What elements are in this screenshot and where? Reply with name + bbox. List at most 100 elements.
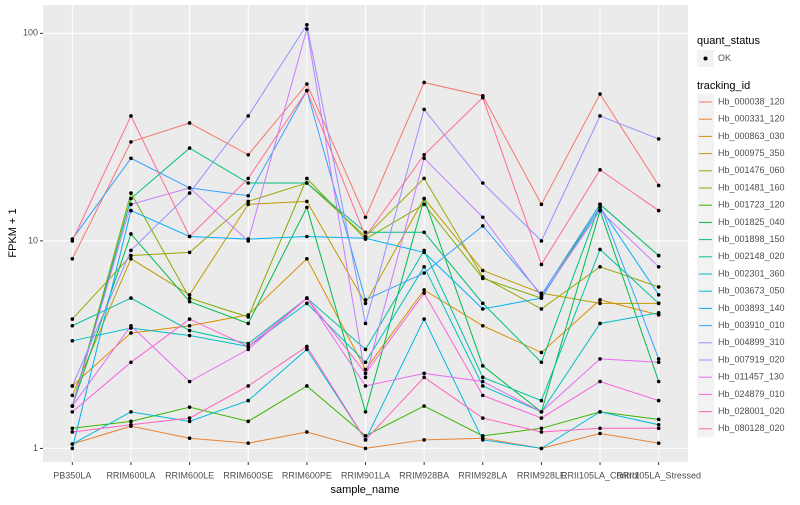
data-point [363,234,368,239]
legend-label: Hb_001723_120 [718,200,785,210]
data-point [656,292,661,297]
data-point [246,114,251,118]
data-point [539,239,544,243]
legend-label: OK [718,53,731,63]
legend-label: Hb_000975_350 [718,148,785,158]
data-point [363,230,368,235]
data-point [246,419,251,424]
data-point [129,323,133,328]
data-point [363,215,368,220]
y-tick-label: 1 [33,443,38,453]
data-point [187,416,192,420]
data-point [246,199,251,204]
legend-label: Hb_001476_060 [718,165,785,175]
x-tick-label: RRIM600LA [106,470,155,480]
data-point [539,350,544,355]
data-point [422,438,426,442]
data-point [598,298,602,302]
data-point [187,146,192,150]
data-point [305,199,309,204]
data-point [305,384,309,388]
data-point [129,331,133,335]
data-point [539,426,544,431]
data-point [363,375,368,380]
data-point [363,446,368,451]
legend-point [703,56,708,61]
data-point [480,224,485,228]
data-point [539,430,544,434]
data-point [129,140,133,144]
legend-label: Hb_001481_160 [718,182,785,192]
y-tick-label: 10 [28,235,38,245]
data-point [246,384,251,388]
legend-label: Hb_001898_150 [718,234,785,244]
data-point [187,333,192,338]
y-tick-label: 100 [23,28,38,38]
legend-label: Hb_002301_360 [718,268,785,278]
data-point [246,152,251,157]
data-point [305,88,309,93]
data-point [129,196,133,201]
data-point [129,208,133,213]
legend-label: Hb_001825_040 [718,217,785,227]
x-tick-label: RRIM600LE [165,470,214,480]
legend-title: quant_status [697,35,760,47]
data-point [129,114,133,118]
data-point [480,95,485,100]
x-tick-label: RRII105LA_Control [561,470,639,480]
data-point [129,156,133,161]
data-point [656,398,661,403]
data-point [422,196,426,201]
data-point [598,202,602,207]
data-point [656,357,661,361]
data-point [480,268,485,273]
data-point [246,202,251,207]
data-point [187,292,192,297]
data-point [363,371,368,376]
data-point [480,301,485,306]
legend-label: Hb_003673_050 [718,286,785,296]
data-point [70,323,75,328]
data-point [598,168,602,172]
data-point [363,438,368,442]
data-point [187,296,192,300]
data-point [539,410,544,414]
x-tick-label: PB350LA [53,470,91,480]
data-point [656,285,661,289]
data-point [422,250,426,255]
data-point [480,215,485,220]
data-point [539,202,544,207]
y-axis-label: FPKM + 1 [7,208,19,257]
legend-label: Hb_003910_010 [718,320,785,330]
legend-label: Hb_000863_030 [718,131,785,141]
data-point [656,183,661,188]
data-point [70,446,75,451]
data-point [656,426,661,431]
data-point [246,341,251,346]
data-point [598,410,602,414]
data-point [598,208,602,213]
data-point [480,181,485,185]
data-point [187,250,192,255]
data-point [363,347,368,352]
data-point [129,253,133,258]
legend-label: Hb_080128_020 [718,423,785,433]
data-point [363,384,368,388]
data-point [598,379,602,384]
data-point [305,22,309,27]
data-point [305,234,309,239]
data-point [70,410,75,414]
data-point [422,291,426,295]
data-point [187,436,192,440]
data-point [480,323,485,328]
data-point [656,422,661,427]
data-point [480,276,485,281]
x-tick-label: RRIM600SE [223,470,273,480]
data-point [246,193,251,198]
data-point [539,307,544,311]
data-point [70,404,75,408]
data-point [480,393,485,398]
data-point [187,323,192,328]
legend-label: Hb_007919_020 [718,354,785,364]
data-point [539,294,544,299]
